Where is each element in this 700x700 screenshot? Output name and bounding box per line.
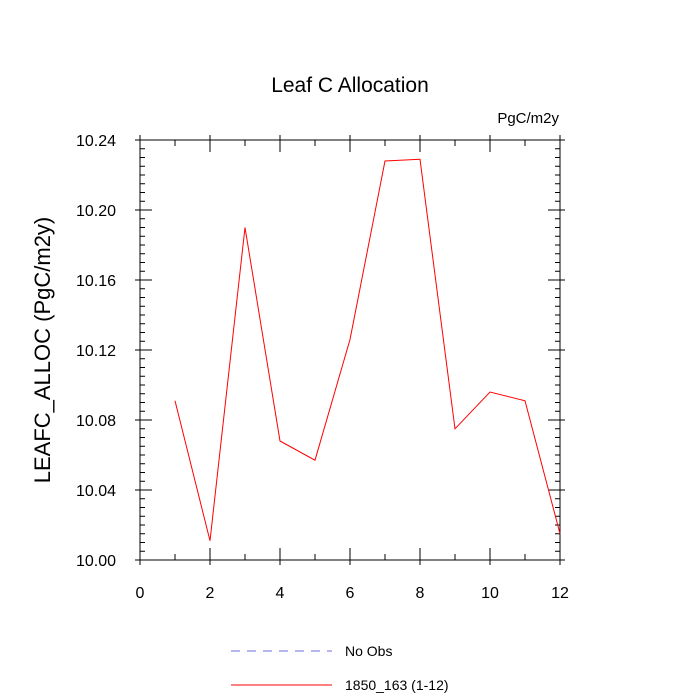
- legend-label: 1850_163 (1-12): [345, 677, 449, 693]
- y-axis: 10.00 10.04 10.08 10.12 10.16 10.20 10.24: [76, 133, 565, 570]
- x-tick-label: 12: [551, 585, 569, 602]
- y-tick-label: 10.04: [76, 483, 116, 500]
- series-group: [174, 158, 561, 541]
- y-tick-label: 10.20: [76, 203, 116, 220]
- legend: No Obs 1850_163 (1-12): [231, 643, 449, 693]
- y-tick-label: 10.08: [76, 413, 116, 430]
- y-tick-label: 10.16: [76, 273, 116, 290]
- x-axis: 0 2 4 6 8 10 12: [136, 135, 569, 602]
- x-minor-ticks: [174, 140, 526, 560]
- series-line: [174, 158, 561, 541]
- x-tick-label: 0: [136, 585, 145, 602]
- x-tick-label: 8: [416, 585, 425, 602]
- x-tick-label: 4: [276, 585, 285, 602]
- x-tick-label: 6: [346, 585, 355, 602]
- plot-frame: [139, 139, 561, 561]
- y-tick-label: 10.24: [76, 133, 116, 150]
- y-tick-label: 10.12: [76, 343, 116, 360]
- legend-label: No Obs: [345, 643, 392, 659]
- x-tick-label: 2: [206, 585, 215, 602]
- y-minor-ticks: [140, 148, 560, 552]
- y-tick-label: 10.00: [76, 553, 116, 570]
- y-axis-label: LEAFC_ALLOC (PgC/m2y): [30, 217, 55, 484]
- x-tick-label: 10: [481, 585, 499, 602]
- chart-title: Leaf C Allocation: [271, 74, 429, 97]
- units-label: PgC/m2y: [497, 110, 559, 127]
